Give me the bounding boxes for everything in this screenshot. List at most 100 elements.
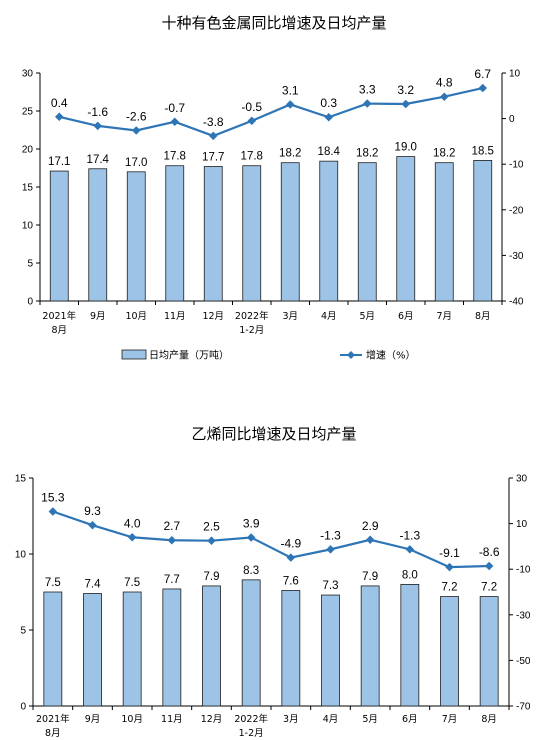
bar-value-label: 7.4 (85, 579, 102, 591)
bar-value-label: 7.5 (124, 577, 140, 589)
x-tick-label: 4月 (321, 311, 337, 322)
bar (83, 593, 102, 707)
x-tick-label-line2: 8月 (45, 728, 61, 739)
bar-value-label: 7.2 (442, 582, 458, 594)
legend-line-marker (347, 351, 355, 359)
bar (473, 159, 493, 302)
growth-line (52, 510, 490, 569)
x-tick-label: 4月 (323, 714, 339, 725)
y-left-tick-label: 25 (22, 107, 34, 118)
x-tick-label: 10月 (125, 311, 147, 322)
line-point (131, 126, 141, 135)
x-tick-label: 11月 (164, 311, 186, 322)
line-point (405, 545, 415, 554)
chart-nonferrous-metals: 十种有色金属同比增速及日均产量 0 5 10 15 20 25 30 -40 -30 -20 -10 0… (22, 14, 524, 362)
y-left-tick-label: 30 (22, 69, 34, 80)
bar (202, 585, 221, 707)
x-tick-label: 5月 (362, 714, 378, 725)
line-point (285, 100, 295, 109)
line-value-label: 15.3 (41, 491, 65, 505)
line-point (365, 535, 375, 545)
line-point (247, 116, 257, 126)
line-point (208, 131, 218, 141)
bar (126, 171, 146, 302)
line-point (170, 117, 180, 127)
line-point (88, 520, 97, 530)
bar (242, 165, 262, 302)
line-point (127, 532, 137, 542)
line-value-label: -1.3 (320, 528, 341, 542)
y-left-tick-label: 5 (20, 626, 26, 637)
bar (165, 165, 185, 302)
y-right-tick-label: -30 (509, 251, 524, 262)
x-tick-label: 9月 (90, 311, 106, 322)
line-point (54, 112, 64, 122)
line-value-label: -0.7 (164, 101, 185, 115)
line-value-label: -8.6 (479, 545, 500, 559)
bar (122, 591, 142, 707)
bar-value-label: 8.3 (243, 565, 259, 577)
x-tick-label: 8月 (481, 714, 497, 725)
bar (434, 162, 454, 302)
line-value-label: 3.1 (282, 83, 299, 97)
bar-value-label: 18.2 (279, 148, 301, 160)
line-value-label: 4.0 (124, 516, 141, 530)
x-tick-label: 3月 (282, 311, 298, 322)
x-tick-label: 3月 (283, 714, 299, 725)
bar (241, 579, 261, 707)
bar (321, 594, 340, 707)
x-tick-label: 2021年 (42, 310, 76, 322)
y-right-tick-label: -50 (516, 656, 531, 667)
line-point (445, 562, 454, 572)
y-right-tick-label: -10 (509, 160, 524, 171)
line-value-label: -9.1 (439, 546, 460, 560)
line-point (93, 121, 103, 131)
line-point (48, 507, 58, 516)
bar-value-label: 7.9 (362, 571, 378, 583)
x-tick-label: 2021年 (36, 713, 70, 725)
legend-bar-swatch (121, 349, 147, 360)
bar-value-label: 17.0 (125, 157, 147, 169)
y-right-tick-label: -40 (509, 297, 524, 308)
y-right-tick-label: -30 (516, 610, 531, 621)
line-point (207, 536, 216, 546)
bar-value-label: 18.2 (433, 148, 455, 160)
line-value-label: -2.6 (126, 109, 147, 123)
bar-value-label: 7.2 (481, 582, 497, 594)
line-point (326, 545, 335, 554)
x-tick-label-line2: 1-2月 (239, 325, 264, 336)
chart-title: 乙烯同比增速及日均产量 (191, 425, 356, 443)
y-right-tick-label: -20 (509, 205, 524, 216)
line-value-label: 3.9 (243, 517, 260, 531)
y-left-tick-label: 5 (27, 259, 33, 270)
line-value-label: -1.6 (87, 105, 108, 119)
chart-ethylene: 乙烯同比增速及日均产量 0 5 10 15 -70 -50 -30 -10 10 30 2021年 8月… (15, 425, 531, 739)
line-value-label: 2.9 (362, 519, 379, 533)
bar-value-label: 17.7 (202, 151, 224, 163)
x-tick-label: 8月 (475, 311, 491, 322)
x-tick-label-line2: 1-2月 (239, 728, 264, 739)
bar-value-label: 7.5 (45, 577, 61, 589)
bar-value-label: 18.5 (472, 145, 494, 157)
x-tick-label: 6月 (398, 311, 414, 322)
line-value-label: 3.3 (359, 83, 376, 97)
line-value-label: 2.5 (203, 520, 220, 534)
y-left-tick-label: 0 (27, 297, 33, 308)
bar (88, 168, 108, 302)
y-left-tick-label: 0 (20, 702, 26, 713)
x-tick-label: 7月 (436, 311, 452, 322)
bar (357, 162, 377, 302)
line-value-label: -1.3 (399, 528, 420, 542)
line-value-label: 4.8 (436, 76, 453, 90)
bar (162, 588, 182, 707)
line-point (167, 535, 177, 545)
bar-value-label: 17.1 (48, 156, 70, 168)
y-left-tick-label: 10 (22, 221, 34, 232)
bar-value-label: 17.8 (241, 151, 263, 163)
line-point (246, 533, 256, 542)
bar (280, 162, 300, 302)
x-tick-label: 10月 (121, 714, 143, 725)
x-tick-label: 12月 (202, 311, 224, 322)
line-point (484, 561, 494, 571)
